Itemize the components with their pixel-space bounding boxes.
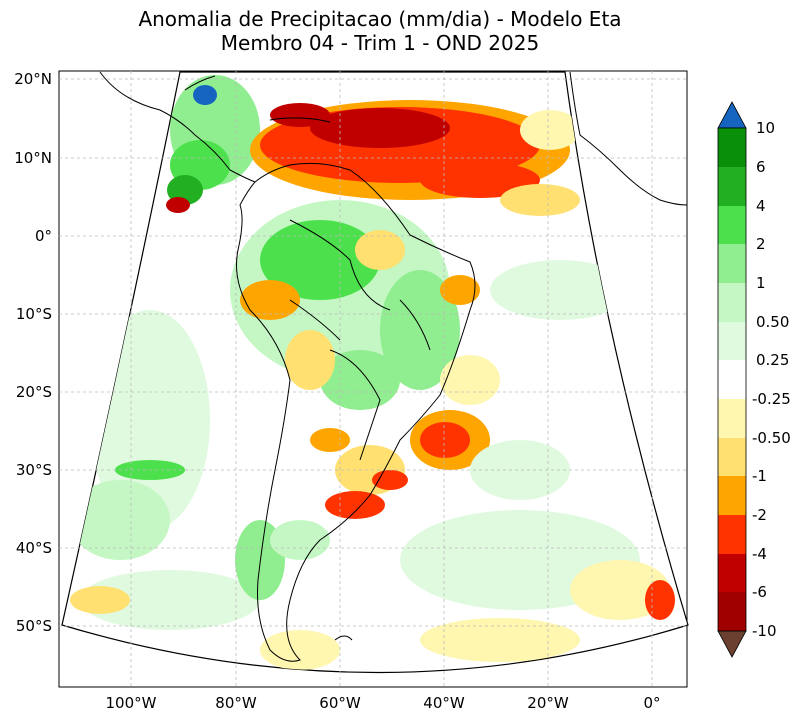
lon-label: 0° <box>643 694 660 712</box>
colorbar-label: 1 <box>756 274 766 292</box>
colorbar-label: 4 <box>756 197 766 215</box>
graticule <box>59 71 687 687</box>
colorbar-label: -0.25 <box>752 390 791 408</box>
colorbar-label: 10 <box>756 119 775 137</box>
lat-label: 40°S <box>16 539 52 557</box>
lat-axis: 20°N 10°N 0° 10°S 20°S 30°S 40°S 50°S <box>14 70 52 635</box>
lon-axis: 100°W 80°W 60°W 40°W 20°W 0° <box>106 694 661 712</box>
colorbar <box>717 101 747 658</box>
lon-label: 20°W <box>527 694 569 712</box>
colorbar-labels: 10 6 4 2 1 0.50 0.25 -0.25 -0.50 -1 -2 -… <box>752 119 791 640</box>
lon-label: 80°W <box>215 694 257 712</box>
colorbar-label: 0.25 <box>756 351 789 369</box>
anomaly-field <box>70 75 675 670</box>
lat-label: 20°S <box>16 383 52 401</box>
lon-label: 100°W <box>106 694 157 712</box>
colorbar-label: 2 <box>756 235 766 253</box>
colorbar-label: -2 <box>752 506 767 524</box>
lat-label: 30°S <box>16 461 52 479</box>
coastlines <box>99 71 688 662</box>
lat-label: 0° <box>35 227 52 245</box>
colorbar-label: 6 <box>756 158 766 176</box>
colorbar-label: 0.50 <box>756 313 789 331</box>
lon-label: 40°W <box>423 694 465 712</box>
colorbar-label: -4 <box>752 545 767 563</box>
map-subtitle: Membro 04 - Trim 1 - OND 2025 <box>220 31 540 55</box>
lat-label: 50°S <box>16 617 52 635</box>
colorbar-label: -0.50 <box>752 429 791 447</box>
lat-label: 10°S <box>16 305 52 323</box>
lat-label: 20°N <box>14 70 52 88</box>
lat-label: 10°N <box>14 149 52 167</box>
map-title: Anomalia de Precipitacao (mm/dia) - Mode… <box>138 7 622 31</box>
colorbar-label: -6 <box>752 583 767 601</box>
lon-label: 60°W <box>319 694 361 712</box>
colorbar-label: -1 <box>752 467 767 485</box>
colorbar-label: -10 <box>752 622 777 640</box>
